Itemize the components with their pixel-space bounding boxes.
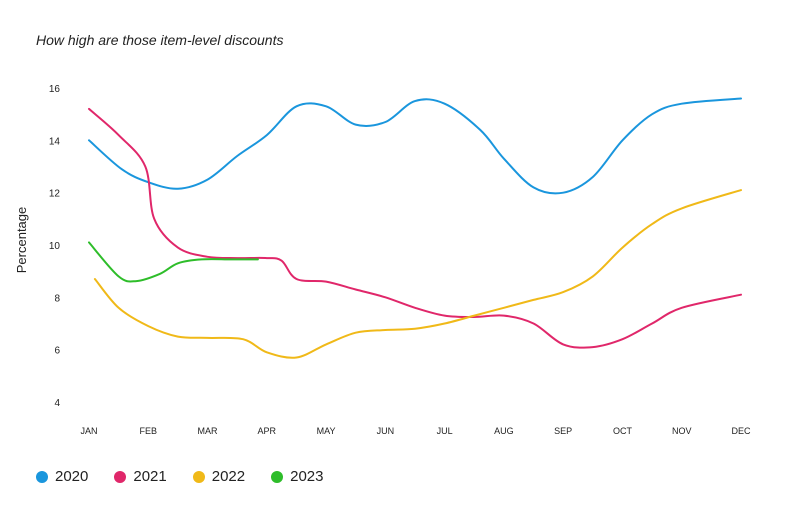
x-tick-label: APR [258,426,277,436]
legend-item-2021[interactable]: 2021 [114,468,167,485]
legend-swatch-icon [114,470,127,483]
y-tick-label: 16 [49,84,61,95]
x-tick-label: JAN [80,426,97,436]
y-tick-label: 8 [54,293,60,304]
legend-swatch-icon [36,470,48,483]
x-tick-label: SEP [554,426,572,436]
y-tick-label: 12 [49,189,61,200]
series-line-2022 [93,189,742,359]
legend-item-2022[interactable]: 2022 [192,468,246,485]
x-tick-label: FEB [140,426,158,436]
legend-swatch-icon [271,470,284,483]
x-tick-label: AUG [494,426,514,436]
y-axis-label: Percentage [14,207,29,274]
x-tick-label: MAY [317,426,336,436]
x-tick-label: MAR [198,426,219,436]
x-tick-label: DEC [731,426,751,436]
legend-item-2020[interactable]: 2020 [36,468,88,485]
chart-title: How high are those item-level discounts [36,32,284,48]
x-tick-label: JUN [377,426,395,436]
series-line-2023 [88,241,259,283]
x-tick-label: OCT [613,426,633,436]
series-lines [88,97,742,359]
legend-item-2023[interactable]: 2023 [271,468,324,485]
legend-label: 2022 [211,468,246,485]
legend-label: 2020 [55,468,89,485]
axes: 4 6 8 10 12 14 16 JAN FEB MAR APR MAY JUN JUL AUG SEP OC… [49,84,751,436]
legend-label: 2023 [290,468,324,485]
line-chart: 4 6 8 10 12 14 16 JAN FEB MAR APR MAY JUN JUL AUG SEP OC… [14,84,751,436]
series-line-2021 [88,107,742,349]
x-tick-label: NOV [672,426,692,436]
legend-label: 2021 [133,468,167,485]
y-tick-label: 4 [54,398,60,409]
legend: 2020 2021 2022 2023 [36,468,324,485]
y-tick-label: 6 [54,346,60,357]
y-tick-label: 14 [49,136,61,147]
series-line-2020 [88,97,742,195]
x-tick-label: JUL [437,426,453,436]
y-tick-label: 10 [49,241,61,252]
legend-swatch-icon [192,470,205,483]
